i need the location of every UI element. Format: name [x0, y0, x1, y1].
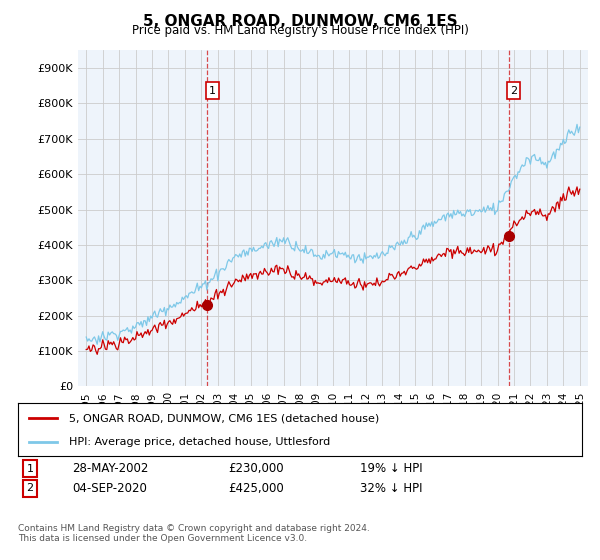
Text: Contains HM Land Registry data © Crown copyright and database right 2024.
This d: Contains HM Land Registry data © Crown c…	[18, 524, 370, 543]
Text: 1: 1	[209, 86, 216, 96]
Text: 32% ↓ HPI: 32% ↓ HPI	[360, 482, 422, 495]
Text: £230,000: £230,000	[228, 462, 284, 475]
Text: 1: 1	[26, 464, 34, 474]
Text: 5, ONGAR ROAD, DUNMOW, CM6 1ES: 5, ONGAR ROAD, DUNMOW, CM6 1ES	[143, 14, 457, 29]
Text: Price paid vs. HM Land Registry's House Price Index (HPI): Price paid vs. HM Land Registry's House …	[131, 24, 469, 36]
Text: 04-SEP-2020: 04-SEP-2020	[72, 482, 147, 495]
Text: 2: 2	[510, 86, 517, 96]
Text: 28-MAY-2002: 28-MAY-2002	[72, 462, 148, 475]
Text: 5, ONGAR ROAD, DUNMOW, CM6 1ES (detached house): 5, ONGAR ROAD, DUNMOW, CM6 1ES (detached…	[69, 413, 379, 423]
Text: 2: 2	[26, 483, 34, 493]
Text: £425,000: £425,000	[228, 482, 284, 495]
Text: HPI: Average price, detached house, Uttlesford: HPI: Average price, detached house, Uttl…	[69, 436, 330, 446]
Text: 19% ↓ HPI: 19% ↓ HPI	[360, 462, 422, 475]
